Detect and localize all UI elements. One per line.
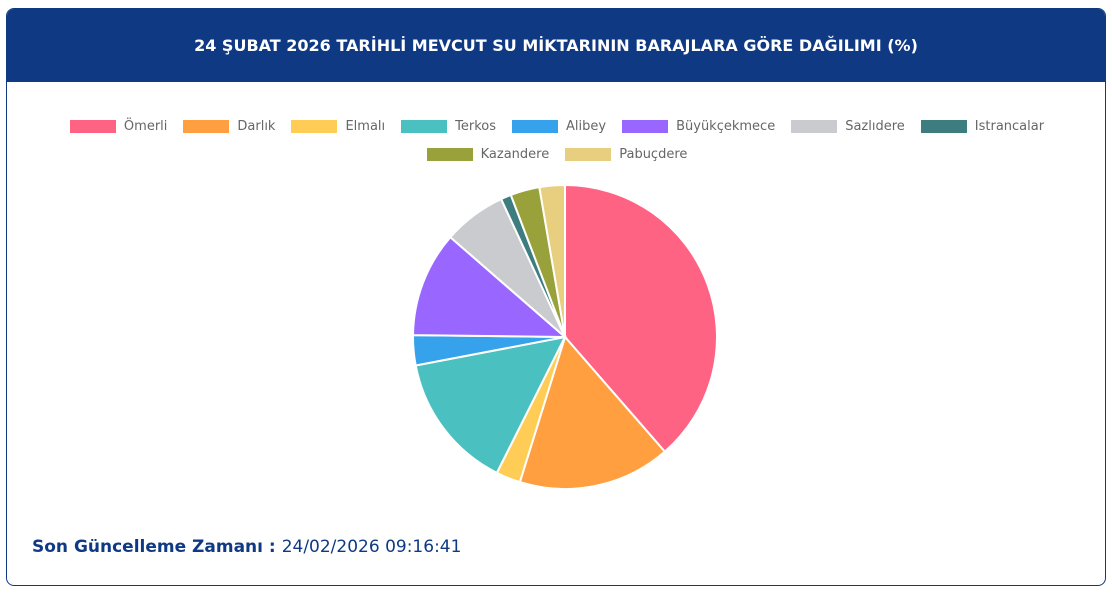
legend-label: Büyükçekmece [676,118,776,134]
legend-swatch [512,119,559,133]
legend-label: Sazlıdere [845,118,905,134]
legend-swatch [791,119,838,133]
pie-slice[interactable] [411,235,568,339]
pie-slice[interactable] [564,183,718,454]
footer-value: 24/02/2026 09:16:41 [281,537,462,557]
legend-item[interactable]: Kazandere [426,145,550,163]
pie-slice[interactable] [518,334,667,490]
legend-item[interactable]: Pabuçdere [565,145,687,163]
legend-item[interactable]: Darlık [183,117,275,135]
legend-item[interactable]: Terkos [401,117,496,135]
legend-item[interactable]: Elmalı [291,117,385,135]
legend: Ömerli Darlık Elmalı Terkos Alibey Büyükçekme… [57,117,1057,163]
chart-title: 24 ŞUBAT 2026 TARİHLİ MEVCUT SU MİKTARIN… [7,9,1105,82]
legend-label: Alibey [566,118,607,134]
pie [411,183,718,490]
legend-swatch [69,119,116,133]
legend-swatch [291,119,338,133]
legend-item[interactable]: Istrancalar [920,117,1045,135]
footer-label: Son Güncelleme Zamanı : [32,537,276,557]
legend-swatch [183,119,230,133]
legend-swatch [565,147,612,161]
legend-item[interactable]: Alibey [512,117,606,135]
pie-slice[interactable] [414,335,567,475]
legend-item[interactable]: Büyükçekmece [622,117,775,135]
legend-item[interactable]: Ömerli [69,117,168,135]
legend-label: Kazandere [480,146,550,162]
legend-label: Elmalı [345,118,386,134]
legend-label: Ömerli [123,118,168,134]
legend-swatch [401,119,448,133]
legend-label: Istrancalar [974,118,1045,134]
legend-swatch [920,119,967,133]
legend-label: Darlık [237,118,276,134]
footer: Son Güncelleme Zamanı :24/02/2026 09:16:… [32,537,461,557]
legend-swatch [426,147,473,161]
legend-label: Terkos [455,118,497,134]
pie-slice[interactable] [538,183,566,338]
legend-label: Pabuçdere [619,146,688,162]
card: 24 ŞUBAT 2026 TARİHLİ MEVCUT SU MİKTARIN… [6,8,1106,586]
legend-item[interactable]: Sazlıdere [791,117,905,135]
legend-swatch [622,119,669,133]
